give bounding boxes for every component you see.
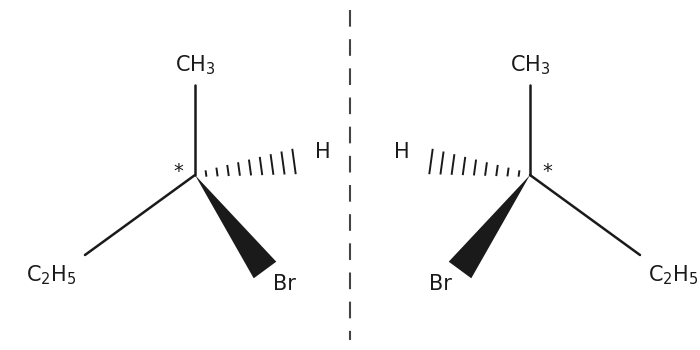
Polygon shape bbox=[195, 175, 276, 278]
Text: CH$_3$: CH$_3$ bbox=[175, 54, 215, 77]
Text: Br: Br bbox=[273, 274, 296, 294]
Polygon shape bbox=[449, 175, 530, 278]
Text: *: * bbox=[542, 161, 552, 181]
Text: CH$_3$: CH$_3$ bbox=[510, 54, 550, 77]
Text: C$_2$H$_5$: C$_2$H$_5$ bbox=[27, 263, 77, 287]
Text: Br: Br bbox=[429, 274, 452, 294]
Text: H: H bbox=[394, 142, 410, 162]
Text: C$_2$H$_5$: C$_2$H$_5$ bbox=[648, 263, 699, 287]
Text: *: * bbox=[173, 161, 183, 181]
Text: H: H bbox=[315, 142, 330, 162]
